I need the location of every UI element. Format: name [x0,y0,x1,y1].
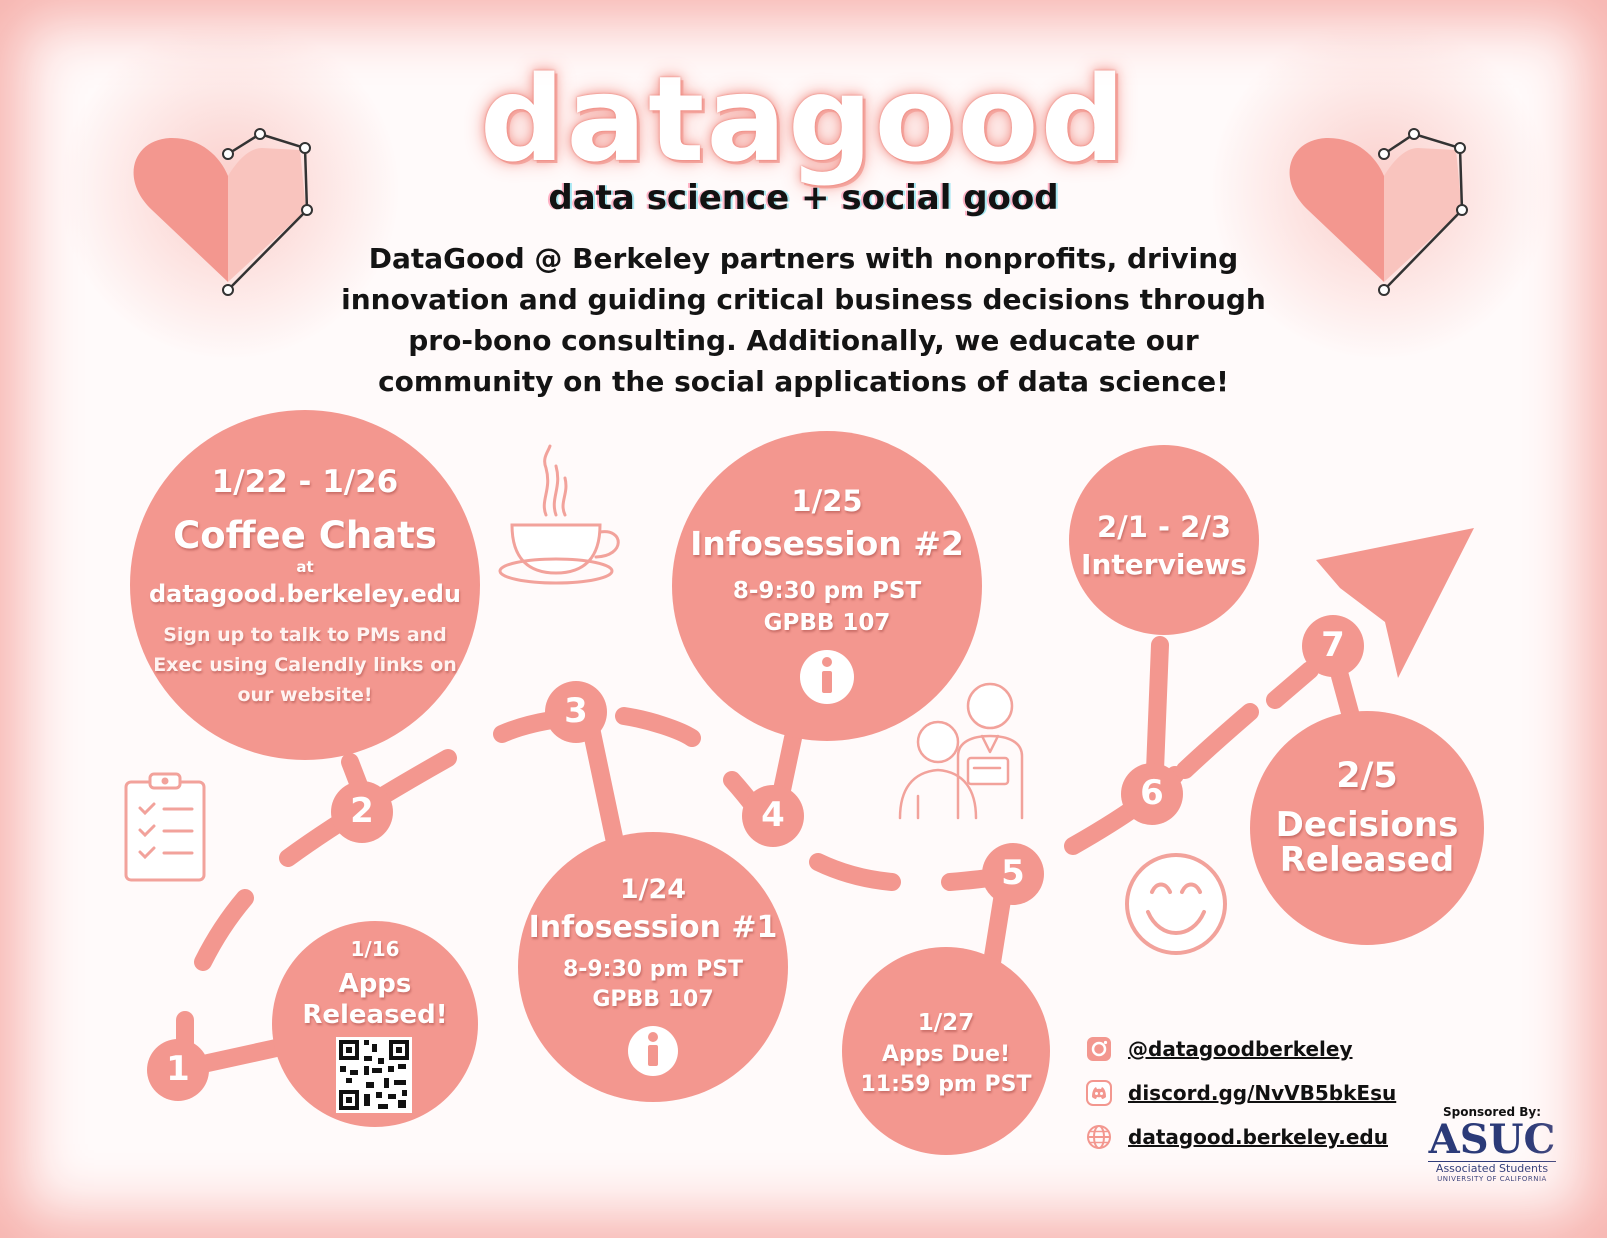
contact-discord: discord.gg/NvVB5bkEsu [1086,1071,1396,1115]
event-circle-coffee-chats [130,410,480,760]
step-marker-3 [545,681,607,743]
infosession-2-time: 8-9:30 pm PST [732,578,922,604]
sponsor-label: Sponsored By: [1443,1105,1541,1119]
coffee-chats-date: 1/22 - 1/26 [211,464,399,500]
heart-circuit-icon [133,128,313,296]
infosession-1-title: Infosession #1 [528,910,778,945]
sponsor-name: Associated Students [1428,1161,1556,1175]
qr-code-icon [336,1037,412,1113]
step-number-3: 3 [564,691,588,731]
arrow-icon [1316,528,1474,678]
smiley-icon [1125,853,1227,955]
contact-website: datagood.berkeley.edu [1086,1115,1396,1159]
step-marker-4 [742,785,804,847]
clipboard-checklist-icon [124,772,206,882]
step-number-1: 1 [166,1049,190,1089]
intro-paragraph: DataGood @ Berkeley partners with nonpro… [341,242,1266,398]
discord-link[interactable]: discord.gg/NvVB5bkEsu [1128,1081,1397,1105]
event-circles [130,410,1484,1155]
infosession-2-date: 1/25 [791,484,863,518]
apps-due-time: 11:59 pm PST [860,1072,1032,1097]
sponsor-sub: UNIVERSITY OF CALIFORNIA [1437,1175,1547,1183]
step-markers [147,615,1364,1101]
apps-due-date: 1/27 [917,1010,975,1036]
contact-instagram: @datagoodberkeley [1086,1027,1396,1071]
infosession-1-location: GPBB 107 [592,987,714,1012]
info-icon [800,650,854,704]
decisions-title-line1: Decisions [1275,805,1459,845]
coffee-chats-at: at [296,558,314,576]
website-link[interactable]: datagood.berkeley.edu [1128,1125,1388,1149]
step-number-7: 7 [1321,625,1345,665]
apps-released-line2: Released! [302,1000,448,1030]
event-circle-decisions [1250,711,1484,945]
step-number-2: 2 [350,791,374,831]
globe-icon [1087,1125,1111,1149]
info-icon [628,1026,678,1076]
apps-released-line1: Apps [338,969,412,999]
event-circle-infosession-2 [672,431,982,741]
event-circle-infosession-1 [518,832,788,1102]
step-marker-1 [147,1039,209,1101]
heart-circuit-icon [1289,128,1468,296]
event-circle-apps-due [842,947,1050,1155]
interviews-title: Interviews [1081,548,1247,581]
decisions-date: 2/5 [1336,756,1398,796]
coffee-chats-title: Coffee Chats [173,514,437,557]
step-number-6: 6 [1140,773,1164,813]
step-marker-7 [1302,615,1364,677]
event-circle-apps-released [272,921,478,1127]
infosession-2-title: Infosession #2 [690,524,964,563]
step-marker-2 [331,781,393,843]
sponsor-block: Sponsored By: ASUC Associated Students U… [1422,1105,1562,1183]
infosession-1-time: 8-9:30 pm PST [562,957,744,982]
asuc-logo: ASUC [1428,1116,1556,1163]
coffee-chats-site: datagood.berkeley.edu [149,580,461,608]
coffee-chats-note: Sign up to talk to PMs and Exec using Ca… [153,624,457,706]
apps-released-date: 1/16 [350,937,400,961]
step-number-5: 5 [1001,853,1025,893]
brand-title: datagood [479,50,1128,188]
decisions-title-line2: Released [1279,840,1455,880]
discord-icon [1086,1080,1112,1106]
infosession-2-location: GPBB 107 [763,610,891,636]
infosession-1-date: 1/24 [619,874,687,905]
step-number-4: 4 [761,795,785,835]
instagram-icon [1087,1037,1111,1061]
interview-people-icon [898,682,1024,820]
contact-list: @datagoodberkeley discord.gg/NvVB5bkEsu … [1086,1027,1396,1159]
coffee-cup-icon [498,444,620,585]
event-circle-interviews [1069,445,1259,635]
instagram-link[interactable]: @datagoodberkeley [1128,1037,1353,1061]
step-marker-5 [982,843,1044,905]
interviews-date: 2/1 - 2/3 [1096,510,1232,544]
step-marker-6 [1121,763,1183,825]
tagline: data science + social good [548,178,1059,218]
apps-due-title: Apps Due! [881,1042,1011,1067]
